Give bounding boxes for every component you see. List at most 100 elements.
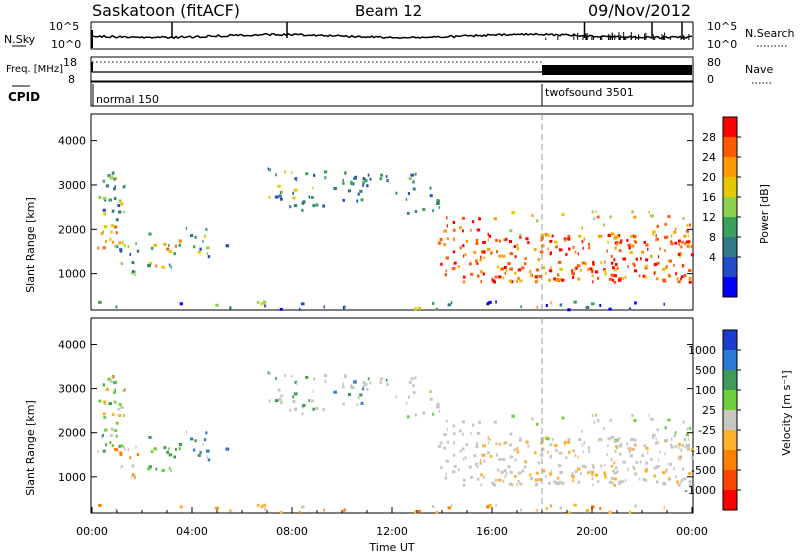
power-cell — [559, 303, 563, 307]
power-cell — [597, 276, 600, 280]
power-cell — [168, 263, 171, 267]
velocity-cell — [635, 460, 639, 464]
power-cell — [487, 238, 490, 242]
velocity-cell — [122, 444, 124, 448]
power-cell — [134, 270, 136, 274]
velocity-cell — [308, 399, 311, 403]
power-cell — [453, 238, 456, 242]
power-cell — [677, 239, 681, 243]
power-cell — [608, 307, 612, 311]
power-cell — [503, 238, 506, 242]
velocity-cell — [483, 459, 486, 463]
power-cell — [116, 245, 119, 249]
power-cell — [613, 268, 618, 272]
power-cell — [115, 218, 119, 222]
velocity-cell — [680, 480, 682, 484]
power-cell — [659, 247, 661, 251]
velocity-cell — [525, 440, 529, 444]
power-cell — [680, 245, 683, 249]
power-cell — [601, 235, 603, 239]
power-cell — [579, 268, 582, 272]
velocity-cell — [677, 456, 681, 460]
power-cell — [193, 245, 196, 249]
velocity-panel: 4000 3000 2000 1000 Slant Range [km] 1000 50… — [24, 317, 793, 554]
noise-right-tick-top: 10^5 — [707, 20, 737, 33]
velocity-cell — [342, 385, 345, 389]
power-cell — [395, 191, 398, 195]
power-cell — [482, 250, 486, 254]
velocity-cell — [653, 475, 656, 479]
velocity-cell — [471, 423, 475, 427]
power-cell — [613, 258, 616, 262]
nave-right-tick-top: 80 — [707, 56, 721, 69]
power-cell — [487, 232, 489, 236]
power-cell — [367, 173, 370, 177]
velocity-cell — [350, 385, 353, 389]
velocity-cell — [624, 479, 627, 483]
velocity-cell — [644, 469, 648, 473]
velocity-cell — [268, 399, 271, 403]
power-cell — [356, 199, 359, 203]
cpid-segment-normal: normal 150 — [96, 93, 159, 106]
power-cell — [436, 201, 440, 205]
power-cell — [618, 277, 622, 281]
velocity-cell — [516, 483, 518, 487]
velocity-cell — [510, 483, 514, 487]
power-cell — [308, 195, 311, 199]
power-cell — [549, 239, 553, 243]
velocity-cell — [620, 442, 623, 446]
velocity-cell — [502, 457, 506, 461]
velocity-cell — [174, 447, 177, 451]
power-cell — [627, 264, 629, 268]
power-cell — [256, 300, 260, 304]
velocity-cell — [310, 399, 314, 403]
velocity-cell — [468, 465, 472, 469]
velocity-cell — [616, 446, 619, 450]
velocity-cell — [677, 483, 681, 487]
velocity-cell — [104, 402, 107, 406]
velocity-cell — [554, 444, 558, 448]
power-cell — [406, 211, 410, 215]
velocity-cell — [555, 481, 559, 485]
power-cell — [478, 217, 481, 221]
power-cell — [653, 262, 658, 266]
x-tick-label: 20:00 — [576, 525, 608, 538]
velocity-cell — [356, 403, 359, 407]
power-cell — [293, 188, 298, 192]
power-cell — [530, 274, 533, 278]
power-cell — [682, 264, 684, 268]
velocity-cell — [567, 438, 571, 442]
velocity-cell — [362, 387, 365, 391]
power-colorbar-label: Power [dB] — [758, 184, 771, 244]
velocity-cell — [670, 443, 673, 447]
velocity-cell — [108, 402, 113, 406]
power-cell — [584, 262, 587, 266]
velocity-cell — [534, 478, 538, 482]
power-cell — [410, 173, 414, 177]
velocity-cell — [121, 444, 123, 448]
velocity-cell — [632, 465, 635, 469]
power-cell — [277, 184, 281, 188]
power-cell — [641, 250, 645, 254]
power-cell — [98, 300, 102, 304]
power-cell — [131, 272, 133, 276]
velocity-cell — [668, 476, 670, 480]
power-cell — [639, 257, 642, 261]
velocity-cell — [275, 376, 277, 380]
velocity-cell — [155, 467, 158, 471]
power-cell — [97, 246, 99, 250]
velocity-cell — [279, 394, 282, 398]
velocity-cell — [406, 415, 410, 419]
power-cell — [103, 225, 108, 229]
power-cell — [342, 178, 344, 182]
velocity-cell — [676, 480, 679, 484]
power-cell — [103, 212, 107, 216]
velocity-cell — [323, 374, 328, 378]
power-cell — [380, 173, 384, 177]
velocity-cell — [347, 392, 352, 396]
x-tick-label: 12:00 — [376, 525, 408, 538]
velocity-cell — [131, 475, 133, 479]
velocity-cell — [627, 446, 632, 450]
velocity-cell — [432, 504, 435, 508]
power-cell — [462, 244, 465, 248]
